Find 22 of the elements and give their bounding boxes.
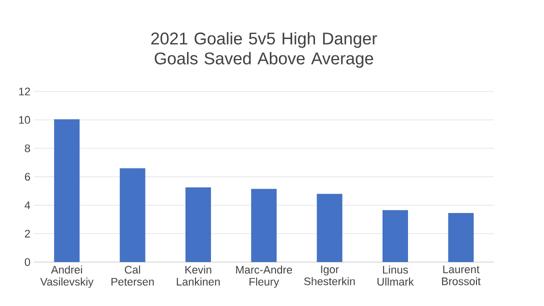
- bar: [448, 213, 474, 262]
- x-tick-label: Linus Ullmark: [378, 266, 414, 286]
- bar: [251, 188, 277, 262]
- y-tick-label: 10: [19, 116, 30, 124]
- bar: [54, 119, 80, 262]
- y-tick-label: 8: [24, 144, 30, 152]
- bar: [185, 187, 211, 262]
- y-tick-label: 4: [24, 201, 30, 209]
- bar: [316, 194, 342, 262]
- x-tick-label: Cal Petersen: [112, 266, 154, 286]
- x-tick-label: Laurent Brossoit: [442, 266, 481, 286]
- bar: [120, 168, 146, 262]
- x-tick-label: Igor Shesterkin: [304, 266, 355, 286]
- x-tick-label: Andrei Vasilevskiy: [40, 266, 94, 288]
- y-tick-label: 12: [19, 88, 30, 96]
- chart-title: 2021 Goalie 5v5 High Danger Goals Saved Above Average: [151, 32, 378, 68]
- y-tick-label: 6: [24, 172, 30, 181]
- y-tick-label: 0: [24, 258, 30, 266]
- x-tick-label: Kevin Lankinen: [176, 266, 220, 286]
- bar: [382, 210, 408, 262]
- y-tick-label: 2: [24, 230, 30, 238]
- x-tick-label: Marc-Andre Fleury: [236, 266, 292, 288]
